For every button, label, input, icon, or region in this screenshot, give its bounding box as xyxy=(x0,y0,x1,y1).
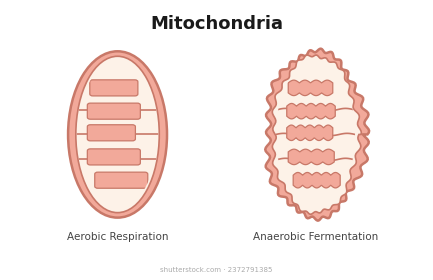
FancyBboxPatch shape xyxy=(87,149,140,165)
Polygon shape xyxy=(287,125,333,141)
Ellipse shape xyxy=(68,51,167,218)
Polygon shape xyxy=(288,80,333,95)
Text: Aerobic Respiration: Aerobic Respiration xyxy=(67,232,168,242)
Ellipse shape xyxy=(76,56,159,213)
Polygon shape xyxy=(265,49,369,221)
FancyBboxPatch shape xyxy=(87,125,136,141)
Polygon shape xyxy=(287,103,335,119)
Polygon shape xyxy=(272,55,361,214)
Text: Mitochondria: Mitochondria xyxy=(150,15,283,33)
Polygon shape xyxy=(288,149,334,165)
FancyBboxPatch shape xyxy=(95,172,148,188)
FancyBboxPatch shape xyxy=(87,103,140,119)
FancyBboxPatch shape xyxy=(90,80,138,96)
Polygon shape xyxy=(293,172,340,188)
Text: shutterstock.com · 2372791385: shutterstock.com · 2372791385 xyxy=(160,267,273,273)
Text: Anaerobic Fermentation: Anaerobic Fermentation xyxy=(253,232,378,242)
